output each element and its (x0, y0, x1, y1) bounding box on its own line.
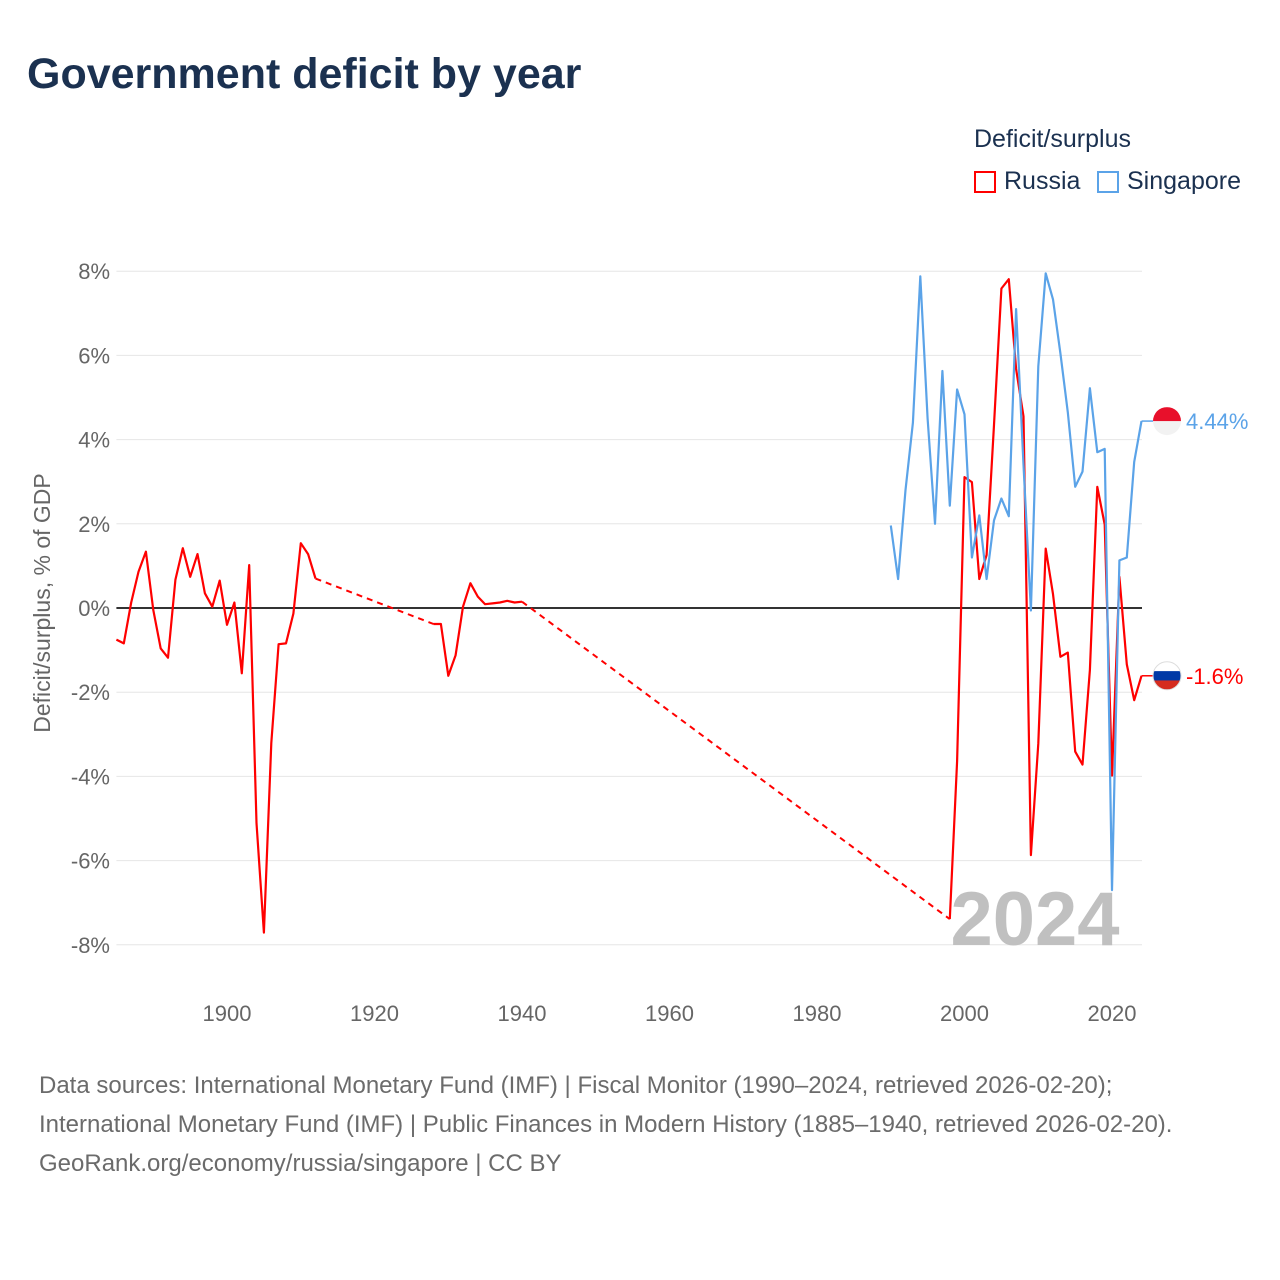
y-tick-label: -6% (71, 849, 110, 874)
legend-item-singapore[interactable]: Singapore (1097, 167, 1241, 196)
series-line-russia (433, 582, 523, 677)
legend-swatch-singapore (1097, 170, 1119, 193)
y-tick-label: 8% (78, 259, 110, 284)
legend-swatch-russia (974, 170, 996, 193)
x-tick-label: 1940 (498, 1001, 547, 1026)
x-tick-label: 2020 (1088, 1001, 1137, 1026)
y-tick-label: 0% (78, 596, 110, 621)
gap-line-russia (521, 600, 951, 920)
y-tick-label: 2% (78, 512, 110, 537)
legend-item-russia[interactable]: Russia (974, 167, 1080, 196)
singapore-flag-icon (1153, 407, 1181, 436)
credit-link[interactable]: GeoRank.org/economy/russia/singapore | C… (39, 1150, 562, 1177)
x-tick-label: 1920 (350, 1001, 399, 1026)
y-tick-label: -2% (71, 680, 110, 705)
end-label-russia: -1.6% (1186, 664, 1243, 689)
legend-label-russia: Russia (1004, 167, 1081, 195)
series-line-singapore (889, 272, 1143, 892)
series-line-russia (115, 542, 317, 934)
y-tick-label: -8% (71, 933, 110, 958)
legend-label-singapore: Singapore (1127, 167, 1241, 195)
flag-outline (1152, 661, 1182, 691)
x-tick-label: 1980 (793, 1001, 842, 1026)
y-tick-label: 6% (78, 343, 110, 368)
chart-title: Government deficit by year (27, 50, 582, 98)
end-label-singapore: 4.44% (1186, 409, 1248, 434)
data-sources: Data sources: International Monetary Fun… (39, 1072, 1173, 1138)
y-tick-label: 4% (78, 428, 110, 453)
line-chart: -8% -6% -4% -2% 0% 2% 4% 6% 8% 1900 1920 1940 1960 19… (29, 259, 1248, 1026)
x-tick-label: 1900 (203, 1001, 252, 1026)
x-tick-label: 1960 (645, 1001, 694, 1026)
footer: Data sources: International Monetary Fun… (39, 1066, 1239, 1183)
russia-flag-icon (1153, 661, 1181, 690)
y-axis-label: Deficit/surplus, % of GDP (29, 473, 55, 732)
y-tick-label: -4% (71, 764, 110, 789)
x-tick-label: 2000 (940, 1001, 989, 1026)
legend-title: Deficit/surplus (974, 125, 1131, 153)
year-watermark: 2024 (950, 877, 1119, 962)
gap-line-russia (315, 577, 434, 625)
